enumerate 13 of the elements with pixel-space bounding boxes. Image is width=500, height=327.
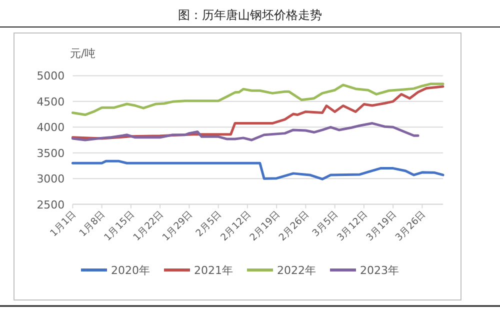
y-tick-label: 5000: [36, 70, 65, 83]
legend-label: 2021年: [194, 264, 233, 277]
legend-label: 2020年: [111, 264, 150, 277]
y-tick-label: 2500: [36, 198, 65, 212]
y-tick-label: 3000: [36, 172, 65, 186]
y-tick-label: 4500: [36, 95, 65, 108]
y-tick-label: 3500: [36, 146, 65, 160]
legend-label: 2023年: [360, 264, 399, 277]
y-axis-title: 元/吨: [70, 47, 96, 60]
chart-title: 图：历年唐山钢坯价格走势: [178, 8, 322, 22]
y-tick-label: 4000: [36, 121, 65, 134]
legend-label: 2022年: [277, 264, 316, 277]
x-tick-label: 1月1日: [48, 208, 79, 240]
